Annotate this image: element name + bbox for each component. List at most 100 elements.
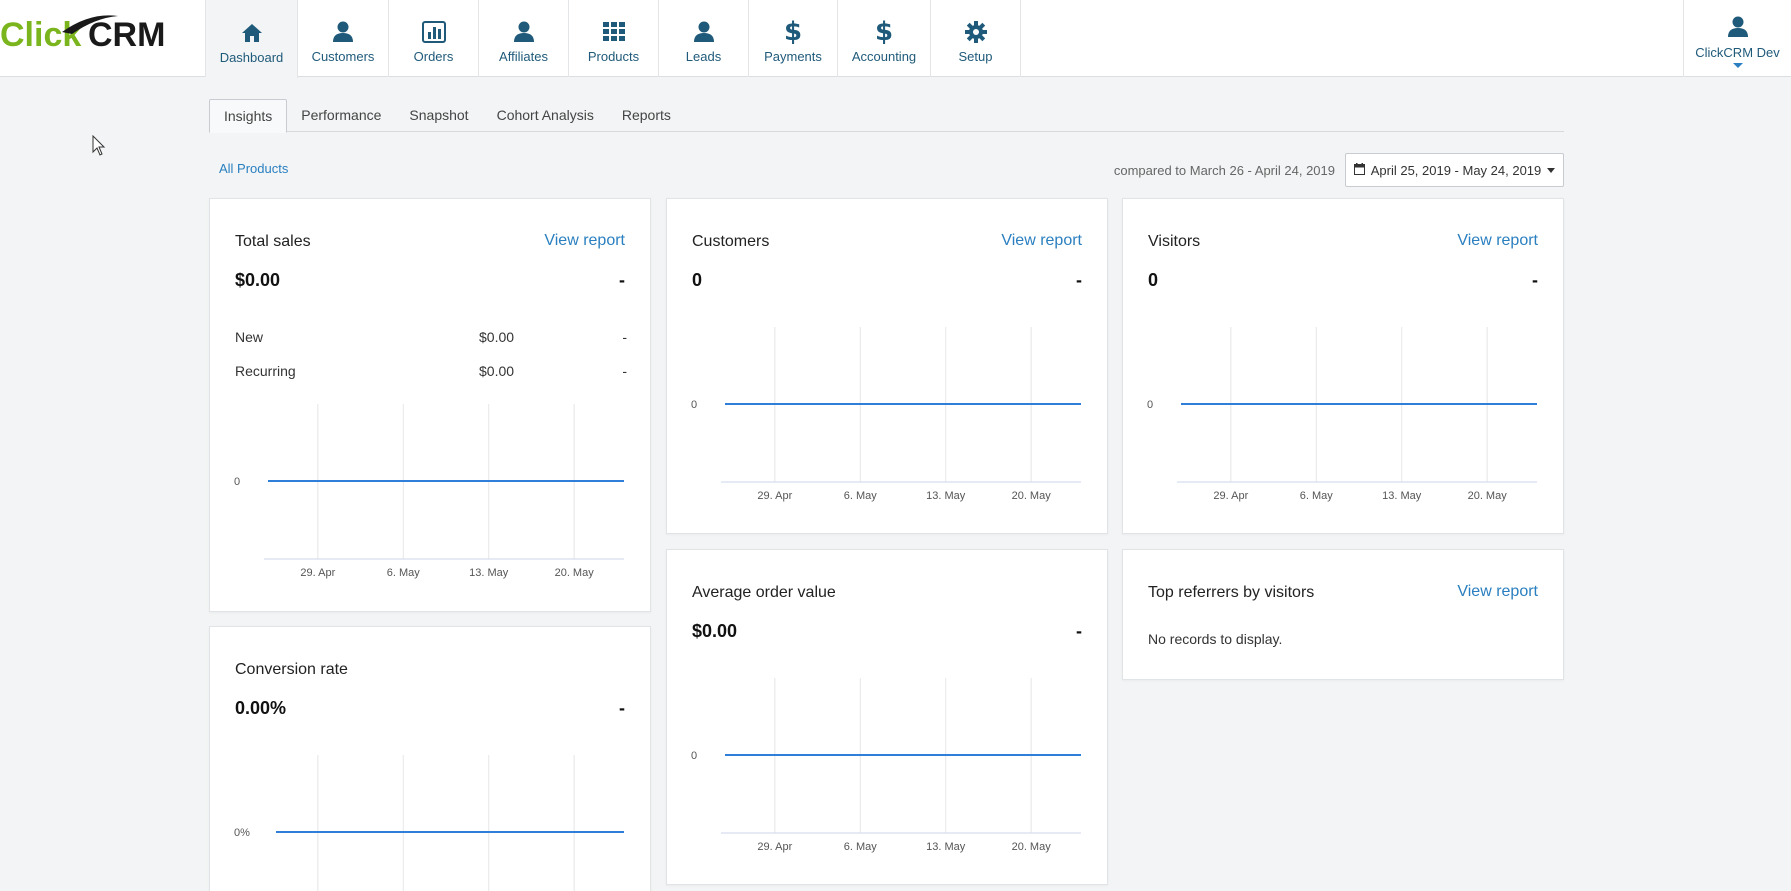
card-visitors: Visitors View report 0 - 29. Apr 6. May 13… bbox=[1122, 198, 1564, 534]
view-report-link[interactable]: View report bbox=[1457, 583, 1538, 600]
card-delta: - bbox=[1076, 270, 1082, 290]
card-value: 0 bbox=[1148, 270, 1159, 290]
date-range-value: April 25, 2019 - May 24, 2019 bbox=[1370, 162, 1542, 178]
nav-dashboard[interactable]: Dashboard bbox=[206, 0, 298, 78]
empty-message: No records to display. bbox=[1148, 631, 1283, 647]
nav-setup[interactable]: Setup bbox=[931, 0, 1021, 77]
total-sales-chart: 29. Apr 6. May 13. May 20. May 0 bbox=[234, 404, 624, 579]
card-title: Total sales bbox=[235, 233, 311, 250]
tab-insights[interactable]: Insights bbox=[209, 99, 288, 133]
conversion-rate-chart: 0% bbox=[234, 755, 624, 891]
bar-chart-icon bbox=[421, 19, 447, 45]
card-top-referrers: Top referrers by visitors View report No… bbox=[1122, 549, 1564, 680]
tab-reports[interactable]: Reports bbox=[621, 107, 671, 123]
nav-label: Products bbox=[587, 49, 640, 64]
x-tick-label: 13. May bbox=[1382, 490, 1422, 502]
x-tick-label: 29. Apr bbox=[1213, 490, 1248, 502]
nav-customers[interactable]: Customers bbox=[298, 0, 389, 77]
dollar-icon: $ bbox=[874, 17, 894, 47]
x-tick-label: 6. May bbox=[844, 841, 878, 853]
breakdown-row-new: New $0.00 - bbox=[235, 329, 627, 345]
row-delta: - bbox=[622, 363, 627, 379]
logo-swoosh-icon bbox=[62, 15, 118, 34]
card-value: 0 bbox=[692, 270, 703, 290]
grid-icon bbox=[601, 19, 627, 45]
nav-orders[interactable]: Orders bbox=[389, 0, 479, 77]
card-title: Customers bbox=[692, 233, 770, 250]
x-tick-label: 13. May bbox=[469, 567, 509, 579]
user-menu[interactable]: ClickCRM Dev bbox=[1683, 0, 1791, 77]
nav-payments[interactable]: $ Payments bbox=[749, 0, 838, 77]
card-customers: Customers View report 0 - 29. Apr 6. May 1… bbox=[666, 198, 1108, 534]
view-report-link[interactable]: View report bbox=[544, 232, 625, 249]
nav-label: Setup bbox=[958, 49, 993, 64]
card-total-sales: Total sales View report $0.00 - New $0.0… bbox=[209, 198, 651, 612]
x-tick-label: 29. Apr bbox=[757, 841, 792, 853]
nav-leads[interactable]: Leads bbox=[659, 0, 749, 77]
x-tick-label: 6. May bbox=[844, 490, 878, 502]
card-title: Average order value bbox=[692, 584, 836, 601]
card-value: 0.00% bbox=[235, 698, 287, 718]
x-tick-label: 6. May bbox=[1300, 490, 1334, 502]
card-conversion-rate: Conversion rate 0.00% - 0% bbox=[209, 626, 651, 891]
view-report-link[interactable]: View report bbox=[1457, 232, 1538, 249]
nav-label: Orders bbox=[413, 49, 454, 64]
x-tick-label: 20. May bbox=[555, 567, 595, 579]
nav-label: Leads bbox=[685, 49, 722, 64]
top-navbar: Click CRM Dashboard Customers Orders bbox=[0, 0, 1791, 78]
row-amount: $0.00 bbox=[479, 329, 515, 345]
y-tick-label: 0 bbox=[691, 399, 697, 411]
main-nav: Dashboard Customers Orders Affiliates Pr… bbox=[205, 0, 1021, 78]
caret-down-icon bbox=[1547, 167, 1556, 173]
card-delta: - bbox=[1532, 270, 1538, 290]
nav-label: Affiliates bbox=[499, 49, 548, 64]
dashboard-tabs: Insights Performance Snapshot Cohort Ana… bbox=[209, 99, 1564, 133]
logo-text-crm: CRM bbox=[88, 16, 165, 54]
breakdown-row-recurring: Recurring $0.00 - bbox=[235, 363, 627, 379]
nav-affiliates[interactable]: Affiliates bbox=[479, 0, 569, 77]
nav-label: Customers bbox=[311, 49, 375, 64]
chevron-down-icon bbox=[1732, 62, 1743, 68]
nav-products[interactable]: Products bbox=[569, 0, 659, 77]
date-range-picker[interactable]: April 25, 2019 - May 24, 2019 bbox=[1345, 153, 1564, 187]
y-tick-label: 0 bbox=[1147, 399, 1153, 411]
x-tick-label: 29. Apr bbox=[300, 567, 335, 579]
visitors-chart: 29. Apr 6. May 13. May 20. May 0 bbox=[1147, 327, 1537, 502]
nav-label: Payments bbox=[764, 49, 822, 64]
x-tick-label: 13. May bbox=[926, 841, 966, 853]
user-icon bbox=[330, 19, 356, 45]
user-icon bbox=[691, 19, 717, 45]
home-icon bbox=[239, 20, 265, 46]
y-tick-label: 0 bbox=[234, 476, 240, 488]
calendar-icon bbox=[1353, 162, 1365, 178]
nav-label: Dashboard bbox=[219, 49, 284, 65]
card-title: Conversion rate bbox=[235, 661, 348, 678]
tab-snapshot[interactable]: Snapshot bbox=[409, 107, 469, 123]
customers-chart: 29. Apr 6. May 13. May 20. May 0 bbox=[691, 327, 1081, 502]
row-label: New bbox=[235, 329, 264, 345]
x-tick-label: 13. May bbox=[926, 490, 966, 502]
x-tick-label: 29. Apr bbox=[757, 490, 792, 502]
dollar-icon: $ bbox=[783, 17, 803, 47]
card-value: $0.00 bbox=[692, 621, 738, 641]
product-filter-link[interactable]: All Products bbox=[219, 161, 289, 176]
logo-text-click: Click bbox=[0, 16, 81, 54]
tab-performance[interactable]: Performance bbox=[301, 107, 382, 123]
card-delta: - bbox=[1076, 621, 1082, 641]
x-tick-label: 6. May bbox=[387, 567, 421, 579]
clickcrm-logo[interactable]: Click CRM bbox=[0, 10, 180, 60]
card-delta: - bbox=[619, 698, 625, 718]
average-order-value-chart: 29. Apr 6. May 13. May 20. May 0 bbox=[691, 678, 1081, 853]
x-tick-label: 20. May bbox=[1012, 490, 1052, 502]
row-amount: $0.00 bbox=[479, 363, 515, 379]
tab-cohort-analysis[interactable]: Cohort Analysis bbox=[496, 107, 594, 123]
card-average-order-value: Average order value $0.00 - 29. Apr 6. Ma… bbox=[666, 549, 1108, 885]
card-title: Top referrers by visitors bbox=[1148, 584, 1315, 601]
y-tick-label: 0% bbox=[234, 827, 250, 839]
x-tick-label: 20. May bbox=[1012, 841, 1052, 853]
card-value: $0.00 bbox=[235, 270, 281, 290]
nav-accounting[interactable]: $ Accounting bbox=[838, 0, 931, 77]
view-report-link[interactable]: View report bbox=[1001, 232, 1082, 249]
card-title: Visitors bbox=[1148, 233, 1201, 250]
compare-range-text: compared to March 26 - April 24, 2019 bbox=[1113, 163, 1335, 178]
